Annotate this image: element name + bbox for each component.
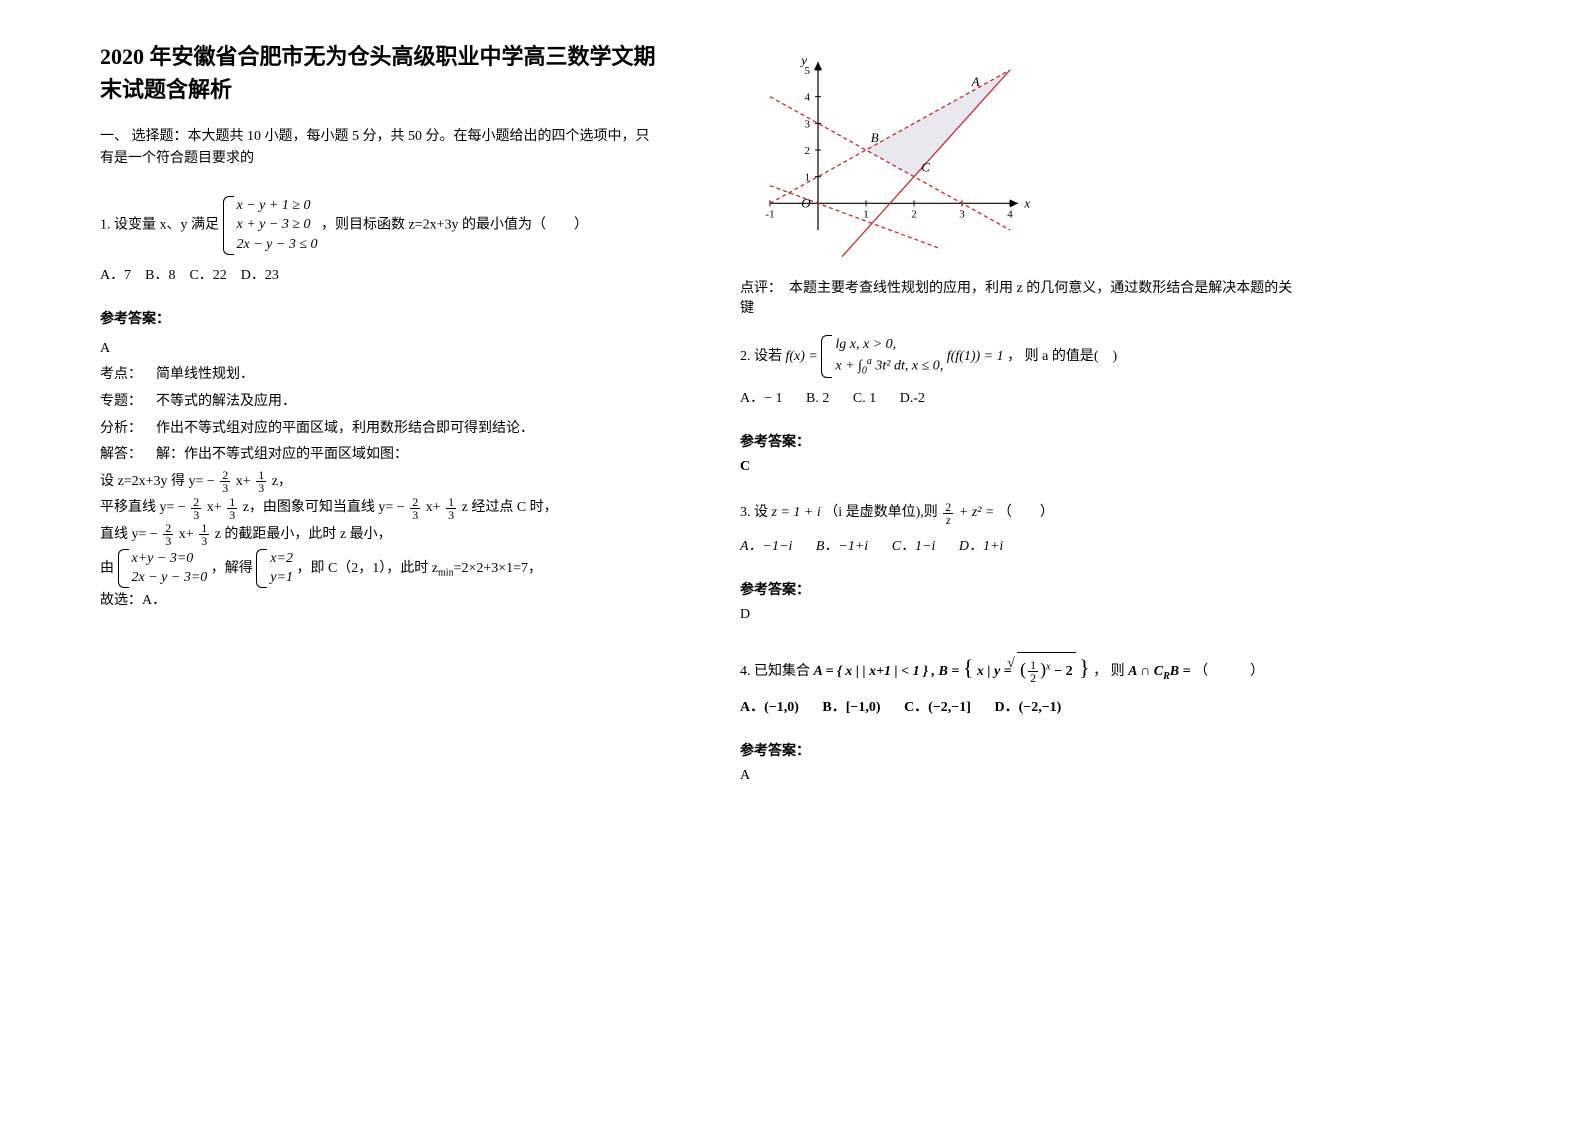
svg-text:-1: -1 [765, 208, 774, 220]
svg-text:y: y [799, 53, 807, 68]
q1-answer-body: A 考点：简单线性规划． 专题：不等式的解法及应用． 分析：作出不等式组对应的平… [100, 336, 660, 615]
q3-options: A．−1−i B．−1+i C．1−i D．1+i [740, 534, 1300, 559]
svg-text:2: 2 [911, 208, 917, 220]
q1-answer-letter: A [100, 336, 660, 363]
svg-text:3: 3 [959, 208, 965, 220]
dianping: 点评： 本题主要考查线性规划的应用，利用 z 的几何意义，通过数形结合是解决本题… [740, 277, 1300, 317]
svg-text:3: 3 [805, 118, 811, 130]
svg-text:1: 1 [863, 208, 869, 220]
section-intro: 一、 选择题：本大题共 10 小题，每小题 5 分，共 50 分。在每小题给出的… [100, 126, 660, 171]
svg-text:2: 2 [805, 145, 811, 157]
q2-answer-label: 参考答案： [740, 431, 1300, 451]
q3-answer-label: 参考答案： [740, 579, 1300, 599]
left-column: 2020 年安徽省合肥市无为仓头高级职业中学高三数学文期末试题含解析 一、 选择… [100, 40, 660, 784]
svg-text:O: O [801, 195, 811, 210]
q4-options: A．(−1,0) B．[−1,0) C．(−2,−1] D．(−2,−1) [740, 695, 1300, 720]
q1-options: A．7 B．8 C．22 D．23 [100, 263, 660, 288]
q4-answer: A [740, 768, 1300, 784]
q2-options: A．− 1 B. 2 C. 1 D.-2 [740, 386, 1300, 411]
q3-answer: D [740, 607, 1300, 623]
chart-svg: -1123412345ABCyxO [740, 40, 1040, 260]
question-2: 2. 设若 f(x) = lg x, x > 0, x + ∫0a 3t² dt… [740, 335, 1300, 411]
page-title: 2020 年安徽省合肥市无为仓头高级职业中学高三数学文期末试题含解析 [100, 40, 660, 106]
svg-text:4: 4 [805, 92, 811, 104]
question-4: 4. 已知集合 A = { x | | x+1 | < 1 } , B = { … [740, 648, 1300, 721]
svg-text:4: 4 [1007, 208, 1013, 220]
svg-text:C: C [921, 159, 930, 174]
svg-text:A: A [971, 74, 980, 89]
svg-text:x: x [1023, 195, 1030, 210]
svg-text:B: B [871, 130, 879, 145]
question-3: 3. 设 z = 1 + i （i 是虚数单位),则 2z + z² = （ ）… [740, 500, 1300, 558]
q1-stem-suffix: ，则目标函数 z=2x+3y 的最小值为（ ） [321, 217, 588, 232]
feasible-region-chart: -1123412345ABCyxO [740, 40, 1300, 265]
q1-answer-label: 参考答案： [100, 308, 660, 328]
q1-stem-prefix: 1. 设变量 x、y 满足 [100, 217, 219, 232]
fraction-2-3: 23 [220, 469, 230, 494]
question-1: 1. 设变量 x、y 满足 x − y + 1 ≥ 0 x + y − 3 ≥ … [100, 196, 660, 288]
q1-constraints: x − y + 1 ≥ 0 x + y − 3 ≥ 0 2x − y − 3 ≤… [223, 196, 318, 255]
fraction-1-3: 13 [256, 469, 266, 494]
right-column: -1123412345ABCyxO 点评： 本题主要考查线性规划的应用，利用 z… [740, 40, 1300, 784]
q2-answer: C [740, 459, 1300, 475]
q4-answer-label: 参考答案： [740, 740, 1300, 760]
